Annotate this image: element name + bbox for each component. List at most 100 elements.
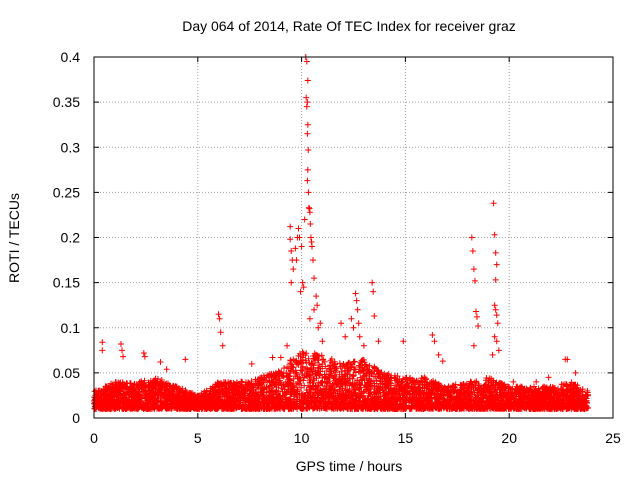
- roti-point: [311, 275, 318, 282]
- chart-title: Day 064 of 2014, Rate Of TEC Index for r…: [182, 18, 516, 34]
- y-axis-label: ROTI / TECUs: [6, 193, 22, 283]
- roti-point: [296, 234, 303, 241]
- roti-point: [307, 220, 314, 227]
- roti-point: [572, 369, 579, 376]
- roti-point: [298, 243, 305, 250]
- roti-point: [471, 277, 478, 284]
- roti-point: [533, 378, 540, 385]
- roti-point: [350, 324, 357, 331]
- roti-point: [338, 320, 345, 327]
- roti-point: [313, 293, 320, 300]
- roti-point: [470, 266, 477, 273]
- roti-point: [120, 353, 127, 360]
- roti-point: [99, 339, 106, 346]
- roti-point: [439, 358, 446, 365]
- roti-point: [490, 200, 497, 207]
- roti-point: [216, 315, 223, 322]
- roti-point: [157, 359, 164, 366]
- roti-point: [510, 378, 517, 385]
- roti-point: [348, 315, 355, 322]
- roti-point: [431, 338, 438, 345]
- y-tick-label: 0.15: [53, 275, 80, 291]
- roti-point: [306, 209, 313, 216]
- roti-point: [305, 204, 312, 211]
- roti-point: [304, 166, 311, 173]
- x-tick-label: 10: [294, 430, 310, 446]
- roti-point: [319, 338, 326, 345]
- roti-point: [299, 279, 306, 286]
- roti-point: [375, 338, 382, 345]
- roti-point: [277, 354, 284, 361]
- roti-point: [304, 130, 311, 137]
- roti-dense-band: [91, 349, 591, 412]
- roti-point: [492, 249, 499, 256]
- roti-point: [491, 302, 498, 309]
- roti-point: [342, 333, 349, 340]
- roti-point: [304, 121, 311, 128]
- roti-point: [315, 324, 322, 331]
- roti-point: [141, 353, 148, 360]
- roti-point: [292, 245, 299, 252]
- roti-point: [469, 248, 476, 255]
- roti-point: [163, 366, 170, 373]
- roti-point: [219, 342, 226, 349]
- roti-point: [140, 350, 147, 357]
- roti-point: [564, 356, 571, 363]
- y-tick-label: 0.25: [53, 184, 80, 200]
- roti-point: [119, 347, 126, 354]
- y-tick-label: 0.3: [61, 139, 81, 155]
- roti-point: [293, 257, 300, 264]
- roti-point: [371, 313, 378, 320]
- roti-point: [369, 279, 376, 286]
- roti-point: [310, 257, 317, 264]
- roti-point: [492, 276, 499, 283]
- roti-point: [248, 360, 255, 367]
- roti-point: [400, 338, 407, 345]
- roti-point: [117, 340, 124, 347]
- roti-point: [288, 279, 295, 286]
- roti-point: [356, 333, 363, 340]
- roti-point: [305, 189, 312, 196]
- roti-point: [303, 103, 310, 110]
- y-axis-tick-labels: 0 0.05 0.1 0.15 0.2 0.25 0.3 0.35 0.4: [53, 49, 80, 426]
- y-tick-label: 0.2: [61, 230, 81, 246]
- roti-point: [317, 320, 324, 327]
- roti-point: [217, 329, 224, 336]
- roti-point: [304, 77, 311, 84]
- roti-point: [290, 266, 297, 273]
- roti-point: [295, 225, 302, 232]
- roti-point: [352, 290, 359, 297]
- roti-point: [307, 234, 314, 241]
- roti-point: [370, 288, 377, 295]
- roti-point: [287, 236, 294, 243]
- roti-point: [475, 322, 482, 329]
- roti-point: [308, 243, 315, 250]
- roti-point: [311, 306, 318, 313]
- roti-point: [492, 306, 499, 313]
- roti-point: [353, 297, 360, 304]
- roti-point: [435, 351, 442, 358]
- roti-point: [301, 216, 308, 223]
- roti-point: [429, 331, 436, 338]
- roti-point: [495, 347, 502, 354]
- roti-point: [491, 231, 498, 238]
- roti-point: [493, 338, 500, 345]
- x-tick-label: 0: [90, 430, 98, 446]
- x-tick-label: 20: [501, 430, 517, 446]
- roti-point: [300, 284, 307, 291]
- y-tick-label: 0.4: [61, 49, 81, 65]
- roti-point: [470, 342, 477, 349]
- roti-point: [493, 261, 500, 268]
- x-tick-label: 5: [194, 430, 202, 446]
- roti-point: [304, 177, 311, 184]
- roti-point: [314, 302, 321, 309]
- roti-point: [355, 320, 362, 327]
- roti-point: [305, 146, 312, 153]
- y-tick-label: 0.05: [53, 365, 80, 381]
- roti-point: [472, 308, 479, 315]
- data-points: [91, 54, 591, 412]
- roti-point: [269, 354, 276, 361]
- x-tick-label: 15: [398, 430, 414, 446]
- roti-point: [489, 351, 496, 358]
